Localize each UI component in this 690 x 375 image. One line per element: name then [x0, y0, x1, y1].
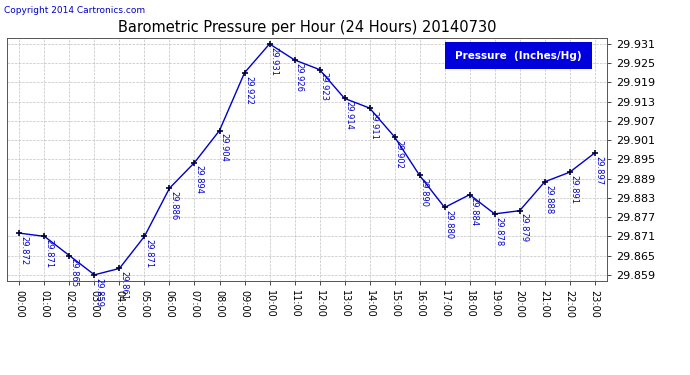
Text: 29.890: 29.890: [420, 178, 428, 207]
Text: 29.922: 29.922: [244, 75, 253, 104]
Text: 29.894: 29.894: [194, 165, 203, 194]
Text: 29.923: 29.923: [319, 72, 328, 101]
Text: 29.879: 29.879: [520, 213, 529, 243]
Text: 29.865: 29.865: [69, 258, 78, 288]
Text: 29.931: 29.931: [269, 47, 278, 76]
Text: 29.914: 29.914: [344, 101, 353, 130]
Text: 29.888: 29.888: [544, 184, 553, 214]
Text: 29.886: 29.886: [169, 191, 178, 220]
Text: 29.911: 29.911: [369, 111, 378, 140]
Text: 29.897: 29.897: [594, 156, 603, 185]
Text: 29.880: 29.880: [444, 210, 453, 239]
Text: 29.871: 29.871: [144, 239, 153, 268]
Text: 29.926: 29.926: [294, 63, 303, 92]
Text: 29.878: 29.878: [494, 217, 503, 246]
Text: 29.904: 29.904: [219, 133, 228, 162]
Text: 29.871: 29.871: [44, 239, 53, 268]
Text: Copyright 2014 Cartronics.com: Copyright 2014 Cartronics.com: [4, 6, 145, 15]
Text: 29.884: 29.884: [469, 197, 478, 226]
Title: Barometric Pressure per Hour (24 Hours) 20140730: Barometric Pressure per Hour (24 Hours) …: [118, 20, 496, 35]
Text: 29.891: 29.891: [569, 175, 578, 204]
Text: 29.902: 29.902: [394, 140, 403, 169]
Text: 29.872: 29.872: [19, 236, 28, 265]
Text: 29.859: 29.859: [94, 278, 103, 307]
Text: 29.861: 29.861: [119, 271, 128, 300]
